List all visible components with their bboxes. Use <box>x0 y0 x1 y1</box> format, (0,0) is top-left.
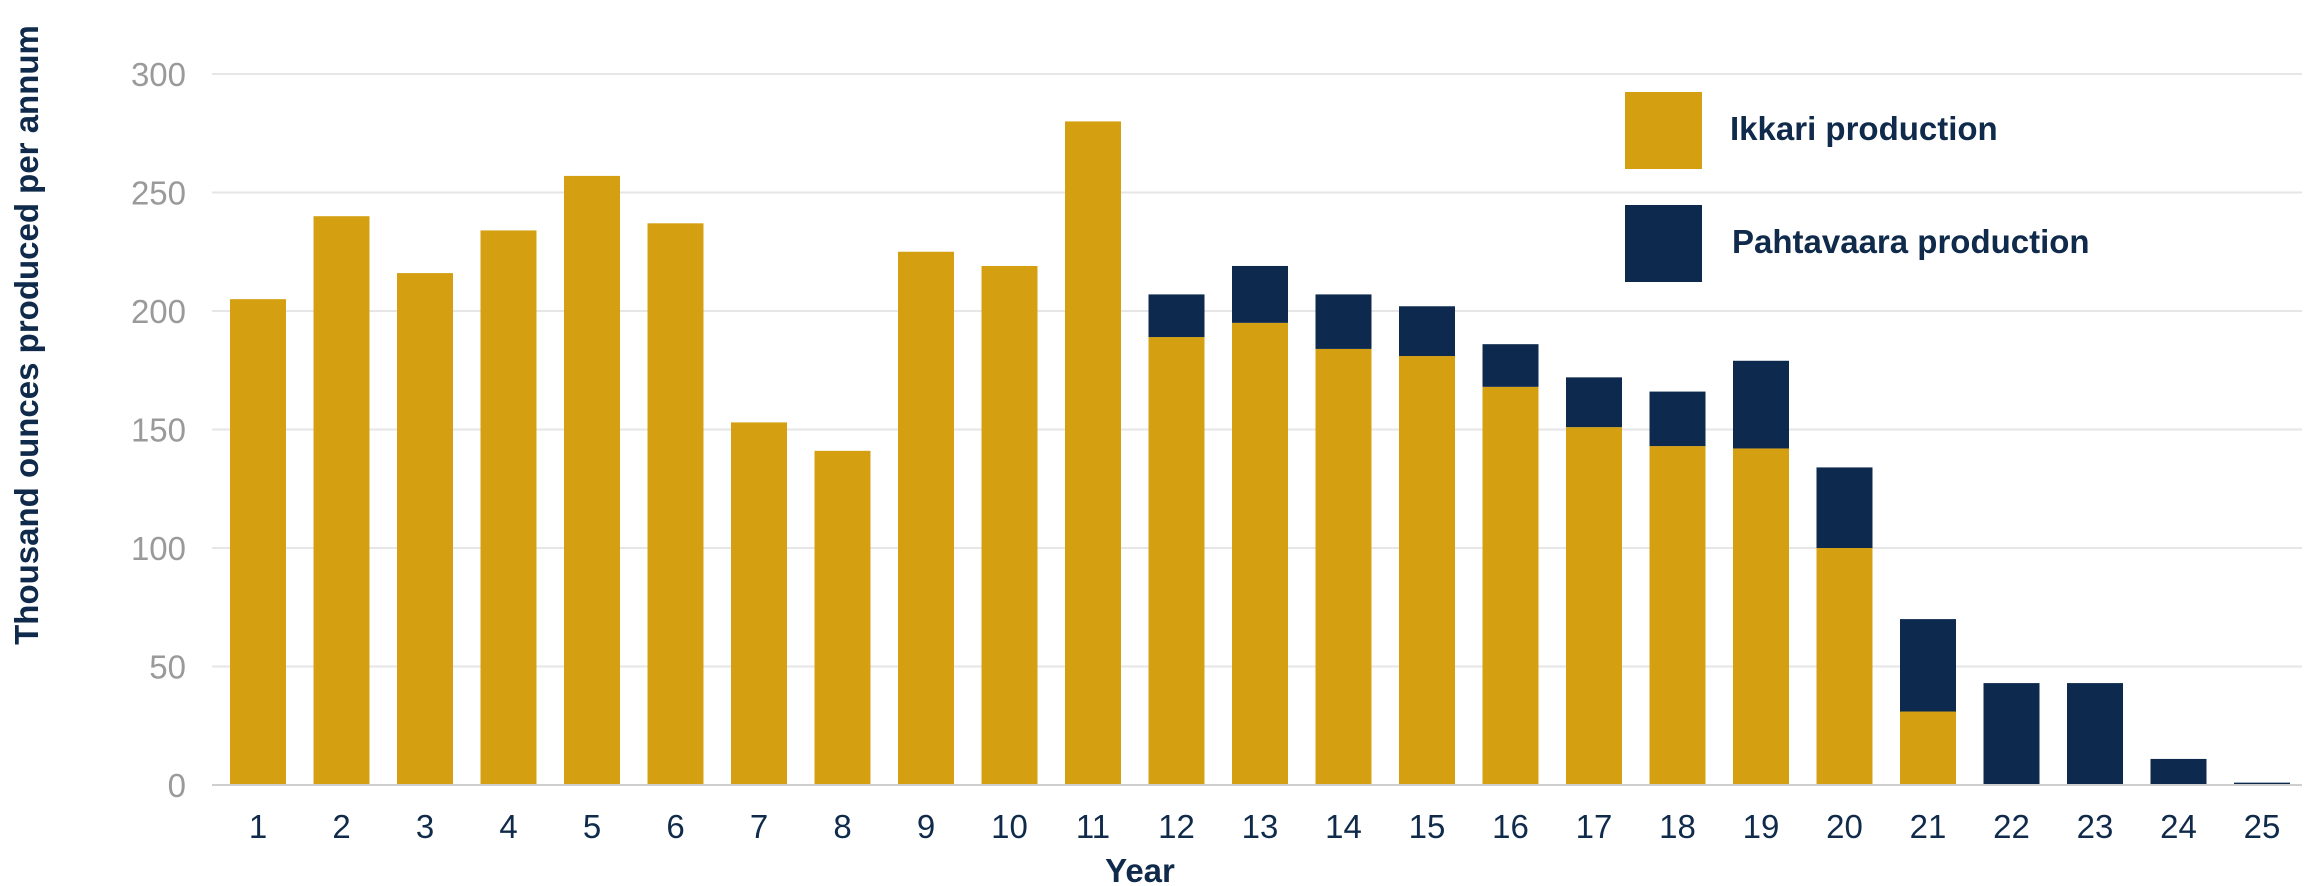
pahtavaara-bar-year-15 <box>1399 306 1455 357</box>
ikkari-bar-year-19 <box>1733 448 1789 785</box>
pahtavaara-bar-year-21 <box>1900 619 1956 712</box>
x-tick-label: 19 <box>1743 808 1780 845</box>
ikkari-bar-year-11 <box>1065 121 1121 785</box>
x-tick-label: 4 <box>499 808 517 845</box>
x-tick-label: 5 <box>583 808 601 845</box>
pahtavaara-bar-year-20 <box>1816 467 1873 548</box>
pahtavaara-bar-year-24 <box>2150 758 2207 785</box>
legend-swatch-ikkari <box>1625 92 1702 169</box>
x-tick-label: 17 <box>1576 808 1613 845</box>
y-tick-label: 50 <box>149 649 186 686</box>
y-axis-ticks: 0 50 100 150 200 250 300 <box>131 56 186 804</box>
y-tick-label: 200 <box>131 293 186 330</box>
pahtavaara-bar-year-18 <box>1649 391 1706 447</box>
pahtavaara-bar-year-23 <box>2067 683 2123 785</box>
x-tick-label: 13 <box>1242 808 1279 845</box>
x-tick-label: 2 <box>332 808 350 845</box>
x-tick-label: 16 <box>1492 808 1529 845</box>
ikkari-bar-year-13 <box>1232 322 1288 785</box>
legend: Ikkari production Pahtavaara production <box>1625 92 2090 282</box>
ikkari-bar-year-15 <box>1399 356 1455 785</box>
legend-label-ikkari: Ikkari production <box>1730 110 1998 147</box>
x-tick-label: 7 <box>750 808 768 845</box>
ikkari-bar-year-3 <box>397 273 453 785</box>
ikkari-bar-year-20 <box>1816 548 1873 785</box>
x-tick-label: 22 <box>1993 808 2030 845</box>
ikkari-bar-year-17 <box>1566 427 1622 785</box>
pahtavaara-bar-year-14 <box>1315 294 1372 349</box>
ikkari-bar-year-18 <box>1649 446 1706 785</box>
y-axis-title: Thousand ounces produced per annum <box>8 25 45 645</box>
x-axis-ticks: 1 2 3 4 5 6 7 8 9 10 11 12 13 14 15 16 17 18 19 20 21 22 23 24 2… <box>249 808 2281 845</box>
x-tick-label: 14 <box>1325 808 1362 845</box>
y-tick-label: 150 <box>131 412 186 449</box>
x-tick-label: 25 <box>2244 808 2281 845</box>
ikkari-bar-year-16 <box>1482 386 1539 785</box>
x-tick-label: 12 <box>1158 808 1195 845</box>
y-tick-label: 0 <box>168 767 186 804</box>
x-tick-label: 3 <box>416 808 434 845</box>
x-tick-label: 15 <box>1409 808 1446 845</box>
ikkari-bar-year-4 <box>480 230 537 786</box>
y-tick-label: 100 <box>131 530 186 567</box>
ikkari-bar-year-2 <box>313 216 370 785</box>
legend-swatch-pahtavaara <box>1625 205 1702 282</box>
ikkari-bar-year-5 <box>564 175 620 785</box>
pahtavaara-bar-year-16 <box>1482 344 1539 387</box>
x-tick-label: 23 <box>2077 808 2114 845</box>
ikkari-bar-year-1 <box>230 299 286 785</box>
bars <box>230 121 2290 786</box>
legend-label-pahtavaara: Pahtavaara production <box>1732 223 2090 260</box>
x-tick-label: 8 <box>833 808 851 845</box>
x-tick-label: 1 <box>249 808 267 845</box>
pahtavaara-bar-year-19 <box>1733 360 1789 449</box>
ikkari-bar-year-6 <box>647 223 704 785</box>
y-tick-label: 300 <box>131 56 186 93</box>
pahtavaara-bar-year-22 <box>1983 683 2040 785</box>
x-tick-label: 20 <box>1826 808 1863 845</box>
x-tick-label: 6 <box>666 808 684 845</box>
pahtavaara-bar-year-25 <box>2234 782 2290 785</box>
pahtavaara-bar-year-17 <box>1566 377 1622 428</box>
ikkari-bar-year-21 <box>1900 711 1956 785</box>
ikkari-bar-year-12 <box>1148 337 1205 785</box>
x-axis-title: Year <box>1105 852 1175 886</box>
y-tick-label: 250 <box>131 175 186 212</box>
x-tick-label: 10 <box>991 808 1028 845</box>
x-tick-label: 21 <box>1910 808 1947 845</box>
x-tick-label: 24 <box>2160 808 2197 845</box>
x-tick-label: 11 <box>1076 808 1110 845</box>
pahtavaara-bar-year-13 <box>1232 265 1288 323</box>
pahtavaara-bar-year-12 <box>1148 294 1205 338</box>
ikkari-bar-year-14 <box>1315 348 1372 785</box>
ikkari-bar-year-7 <box>731 422 787 785</box>
x-tick-label: 9 <box>917 808 935 845</box>
ikkari-bar-year-10 <box>981 265 1038 786</box>
ikkari-bar-year-8 <box>814 450 871 785</box>
x-tick-label: 18 <box>1659 808 1696 845</box>
ikkari-bar-year-9 <box>898 251 954 785</box>
